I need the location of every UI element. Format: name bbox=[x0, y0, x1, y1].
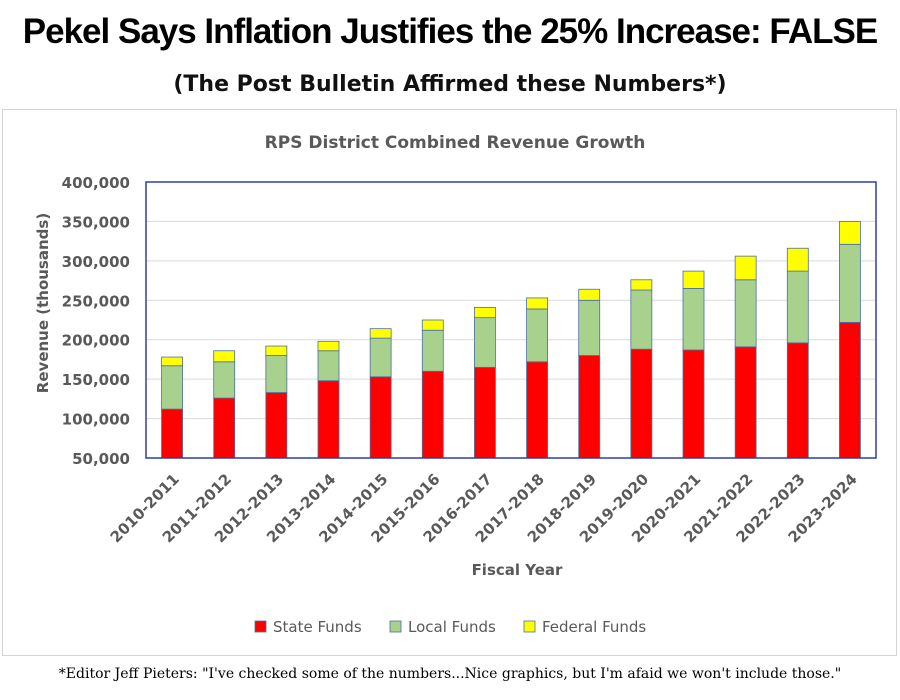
legend-swatch-federal bbox=[523, 620, 536, 633]
bar-federal-2023-2024 bbox=[839, 221, 861, 245]
y-axis-ticks: 50,000 100,000 150,000 200,000 250,000 300,00… bbox=[62, 174, 130, 468]
bar-state-2012-2013 bbox=[265, 392, 288, 459]
gridlines bbox=[146, 181, 876, 459]
bar-federal-2010-2011 bbox=[161, 356, 183, 367]
headline: Pekel Says Inflation Justifies the 25% I… bbox=[22, 12, 878, 51]
bar-federal-2015-2016 bbox=[421, 319, 444, 331]
y-tick-label: 400,000 bbox=[62, 174, 130, 192]
legend-label-state: State Funds bbox=[273, 618, 362, 636]
legend-swatch-local bbox=[389, 620, 402, 633]
bar-state-2017-2018 bbox=[526, 361, 548, 459]
bar-series bbox=[161, 221, 861, 459]
legend-swatch-state bbox=[254, 620, 267, 633]
y-tick-label: 250,000 bbox=[62, 292, 130, 310]
bar-federal-2011-2012 bbox=[213, 350, 236, 363]
editor-footnote: *Editor Jeff Pieters: "I've checked some… bbox=[58, 666, 842, 682]
legend: State Funds Local Funds Federal Funds bbox=[254, 618, 646, 636]
bar-federal-2012-2013 bbox=[265, 345, 288, 356]
revenue-chart: RPS District Combined Revenue Growth 50,… bbox=[34, 133, 877, 636]
y-tick-label: 150,000 bbox=[62, 371, 130, 389]
y-tick-label: 300,000 bbox=[62, 253, 130, 271]
bar-state-2023-2024 bbox=[839, 321, 861, 459]
bar-federal-2014-2015 bbox=[369, 328, 392, 339]
bar-local-2022-2023 bbox=[786, 270, 809, 344]
y-tick-label: 350,000 bbox=[62, 213, 130, 231]
bar-state-2010-2011 bbox=[161, 408, 183, 459]
x-axis-label: Fiscal Year bbox=[472, 561, 563, 579]
y-axis-label: Revenue (thousands) bbox=[34, 213, 52, 393]
bar-local-2015-2016 bbox=[421, 329, 444, 372]
bar-state-2018-2019 bbox=[578, 355, 601, 459]
chart-title: RPS District Combined Revenue Growth bbox=[265, 133, 646, 153]
bar-local-2023-2024 bbox=[839, 243, 861, 323]
bar-state-2014-2015 bbox=[369, 376, 392, 459]
bar-state-2022-2023 bbox=[786, 342, 809, 459]
bar-federal-2019-2020 bbox=[630, 279, 653, 291]
bar-state-2016-2017 bbox=[474, 366, 496, 459]
bar-federal-2020-2021 bbox=[682, 270, 705, 289]
bar-federal-2017-2018 bbox=[526, 297, 548, 310]
bar-local-2012-2013 bbox=[265, 355, 288, 393]
bar-state-2013-2014 bbox=[317, 380, 340, 459]
bar-local-2013-2014 bbox=[317, 350, 340, 382]
y-tick-label: 200,000 bbox=[62, 332, 130, 350]
bar-local-2019-2020 bbox=[630, 289, 653, 350]
bar-local-2021-2022 bbox=[734, 279, 757, 348]
subheadline: (The Post Bulletin Affirmed these Number… bbox=[173, 72, 727, 97]
plot-area bbox=[145, 181, 877, 459]
bar-local-2018-2019 bbox=[578, 299, 601, 356]
bar-state-2020-2021 bbox=[682, 349, 705, 459]
bar-local-2020-2021 bbox=[682, 288, 705, 351]
bar-state-2011-2012 bbox=[213, 397, 236, 459]
bar-local-2014-2015 bbox=[369, 337, 392, 378]
bar-state-2021-2022 bbox=[734, 346, 757, 459]
bar-local-2010-2011 bbox=[161, 365, 183, 410]
bar-state-2019-2020 bbox=[630, 348, 653, 459]
y-tick-label: 50,000 bbox=[72, 450, 130, 468]
bar-federal-2022-2023 bbox=[786, 247, 809, 272]
bar-federal-2021-2022 bbox=[734, 255, 757, 281]
legend-label-local: Local Funds bbox=[408, 618, 496, 636]
bar-federal-2013-2014 bbox=[317, 340, 340, 352]
bar-local-2011-2012 bbox=[213, 361, 236, 399]
y-tick-label: 100,000 bbox=[62, 411, 130, 429]
chart-frame: RPS District Combined Revenue Growth 50,… bbox=[2, 109, 897, 656]
x-axis-ticks: 2010-20112011-20122012-20132013-20142014… bbox=[107, 470, 861, 546]
bar-local-2016-2017 bbox=[474, 317, 496, 368]
bar-federal-2018-2019 bbox=[578, 288, 601, 301]
bar-local-2017-2018 bbox=[526, 308, 548, 363]
bar-federal-2016-2017 bbox=[474, 306, 496, 319]
legend-label-federal: Federal Funds bbox=[542, 618, 646, 636]
bar-state-2015-2016 bbox=[421, 370, 444, 459]
